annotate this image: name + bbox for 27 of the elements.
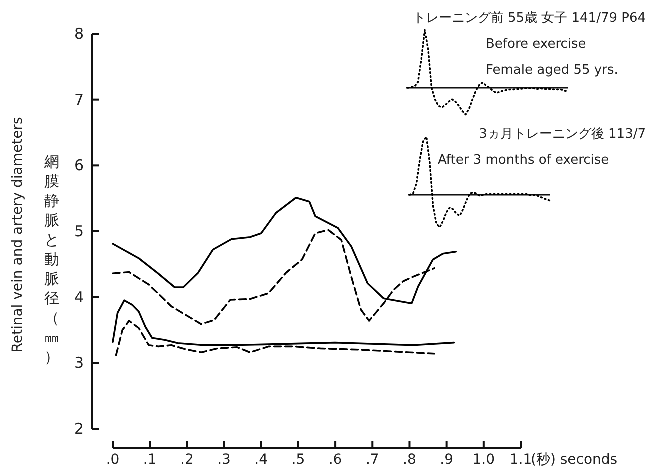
annotation: Before exercise [486,37,586,52]
x-axis-title: (秒) seconds [531,452,618,467]
y-tick-label: 5 [74,222,84,240]
x-tick-label: .6 [328,452,342,467]
x-tick-label: .3 [218,452,231,467]
x-tick-label: .1 [143,452,157,467]
text: トレーニング前 55歳 女子 141/79 P64 [412,11,646,26]
y-axis-title: Retinal vein and artery diameters [10,117,26,353]
x-tick-label: .9 [440,452,454,467]
annotation: 3ヵ月トレーニング後 113/7 [479,127,646,142]
y-tick-label: 4 [74,288,84,306]
x-tick-label: .2 [180,452,194,467]
y-tick-label: 7 [74,90,84,109]
x-tick-label: .4 [254,452,268,467]
y-tick-label: 8 [74,25,84,43]
y-tick-label: 2 [74,420,84,438]
x-tick-label: .8 [403,452,416,467]
annotation: After 3 months of exercise [438,153,610,168]
x-tick-label: .0 [106,452,120,467]
y-tick-label: 6 [74,156,84,175]
x-tick-label: 1.0 [472,452,496,467]
x-tick-label: 1.1 [510,452,532,467]
y-tick-label: 3 [74,354,84,372]
x-tick-label: .7 [366,452,380,467]
annotation: Female aged 55 yrs. [486,63,618,78]
x-tick-label: .5 [292,452,306,467]
text: 網膜静脈と動脈径（㎜） [44,153,60,366]
